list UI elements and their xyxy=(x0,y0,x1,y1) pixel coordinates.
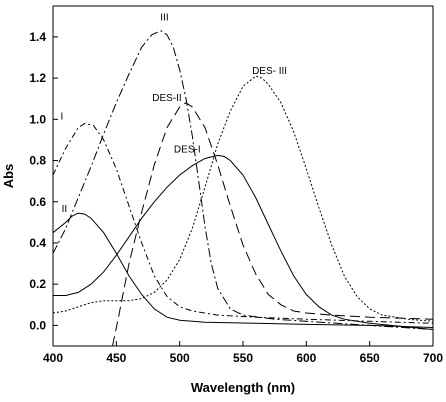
series-label-des-ii: DES-II xyxy=(152,93,181,104)
series-line-i xyxy=(52,122,434,324)
y-tick-label: 1.0 xyxy=(29,112,46,126)
series-label-des-iii: DES- III xyxy=(252,66,287,77)
x-tick-label: 600 xyxy=(296,351,316,365)
y-tick-label: 1.4 xyxy=(29,30,46,44)
y-tick-label: 0.2 xyxy=(29,277,46,291)
x-tick-label: 400 xyxy=(43,351,63,365)
x-tick-label: 650 xyxy=(360,351,380,365)
y-axis-ticks: 0.0 0.2 0.4 0.6 0.8 1.0 1.2 1.4 xyxy=(29,30,58,332)
y-tick-label: 0.8 xyxy=(29,154,46,168)
series-label-i: I xyxy=(60,111,63,122)
y-axis-title: Abs xyxy=(1,164,16,189)
x-tick-label: 450 xyxy=(106,351,126,365)
x-axis-title: Wavelength (nm) xyxy=(191,380,295,395)
series-label-des-i: DES-I xyxy=(174,144,201,155)
y-tick-label: 0.6 xyxy=(29,195,46,209)
series-line-des-i xyxy=(53,154,434,330)
series-label-iii: III xyxy=(160,12,168,23)
series-curves xyxy=(52,30,434,347)
y-tick-label: 0.4 xyxy=(29,236,46,250)
y-tick-label: 0.0 xyxy=(29,318,46,332)
series-label-ii: II xyxy=(62,204,68,215)
x-axis-ticks: 400 450 500 550 600 650 700 xyxy=(43,341,443,365)
y-tick-label: 1.2 xyxy=(29,71,46,85)
x-tick-label: 550 xyxy=(233,351,253,365)
series-line-iii xyxy=(52,30,434,330)
series-line-des-iii xyxy=(52,75,434,322)
x-tick-label: 500 xyxy=(170,351,190,365)
series-line-ii xyxy=(52,212,434,328)
x-tick-label: 700 xyxy=(423,351,443,365)
series-line-des-ii xyxy=(112,102,434,347)
